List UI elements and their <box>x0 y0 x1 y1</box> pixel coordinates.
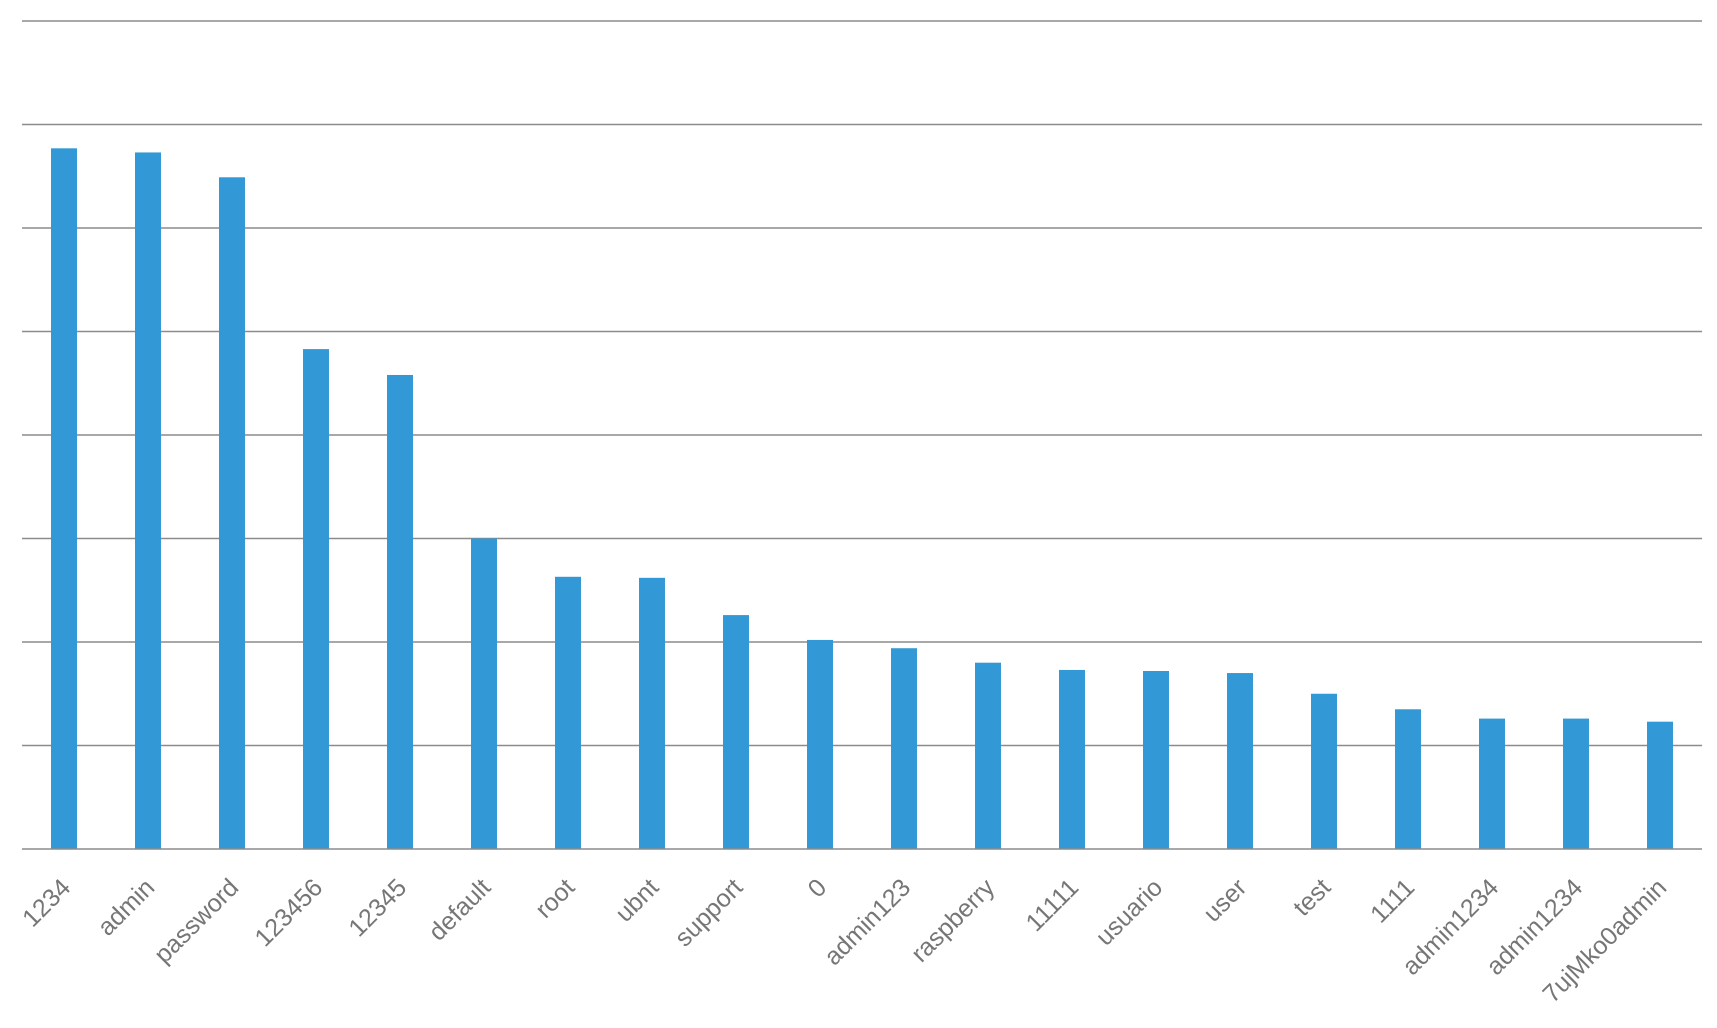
x-tick-label-10: admin123 <box>819 873 916 970</box>
bar-9 <box>807 639 833 849</box>
bar-13 <box>1143 670 1169 849</box>
bar-11 <box>975 662 1001 849</box>
bar-14 <box>1227 673 1253 849</box>
x-tick-label-11: raspberry <box>906 873 1001 968</box>
bar-17 <box>1479 718 1505 849</box>
bar-3 <box>303 349 329 849</box>
x-tick-label-16: 1111 <box>1365 873 1420 928</box>
bar-15 <box>1311 693 1337 849</box>
x-tick-label-12: 11111 <box>1021 873 1085 937</box>
bar-7 <box>639 577 665 849</box>
bars <box>51 148 1673 849</box>
bar-19 <box>1647 721 1673 849</box>
x-tick-label-15: test <box>1288 873 1336 921</box>
x-tick-label-0: 1234 <box>17 873 76 932</box>
x-tick-label-14: user <box>1198 873 1252 927</box>
x-tick-label-13: usuario <box>1090 873 1168 951</box>
x-tick-label-6: root <box>530 873 580 923</box>
bar-1 <box>135 152 161 849</box>
bar-6 <box>555 576 581 849</box>
x-tick-label-3: 123456 <box>249 873 328 952</box>
bar-2 <box>219 177 245 849</box>
x-tick-label-1: admin <box>92 873 160 941</box>
x-tick-label-5: default <box>423 873 496 946</box>
bar-4 <box>387 374 413 849</box>
bar-12 <box>1059 669 1085 849</box>
x-tick-label-7: ubnt <box>610 873 664 927</box>
bar-16 <box>1395 709 1421 849</box>
bar-0 <box>51 148 77 849</box>
x-tick-label-2: password <box>149 873 244 968</box>
bar-18 <box>1563 718 1589 849</box>
x-tick-label-9: 0 <box>803 873 833 903</box>
x-tick-label-4: 12345 <box>343 873 412 942</box>
bar-5 <box>471 538 497 849</box>
x-tick-label-8: support <box>669 873 748 952</box>
gridlines <box>22 20 1702 747</box>
bar-8 <box>723 615 749 849</box>
bar-10 <box>891 648 917 849</box>
